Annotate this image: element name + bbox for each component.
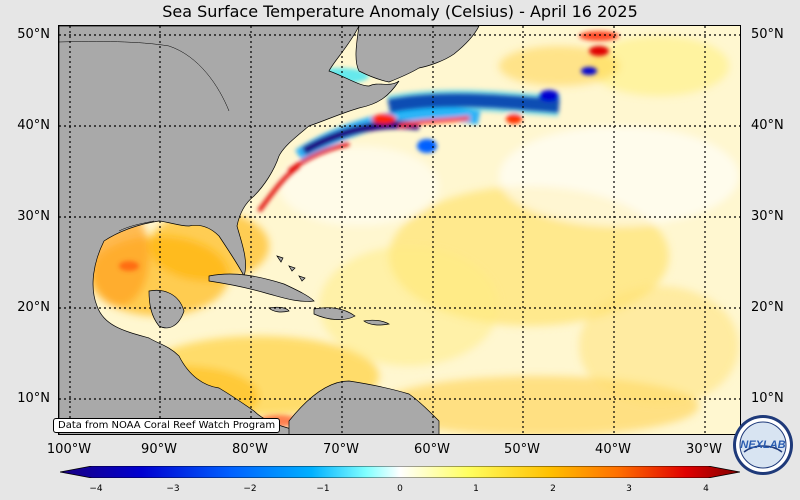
cbar-tick-3: 3 [626, 484, 632, 494]
cbar-tick-neg4: −4 [89, 484, 103, 494]
cbar-tick-neg1: −1 [316, 484, 330, 494]
lat-label-20n-left: 20°N [17, 300, 50, 315]
nexlab-logo: NEXLAB [732, 414, 794, 476]
lat-label-20n-right: 20°N [751, 300, 784, 315]
lat-label-40n-left: 40°N [17, 118, 50, 133]
coastline-lines [59, 41, 230, 232]
land-masses [59, 26, 480, 434]
cbar-tick-neg2: −2 [243, 484, 257, 494]
lat-label-40n-right: 40°N [751, 118, 784, 133]
cbar-tick-neg3: −3 [166, 484, 180, 494]
bahamas-land [276, 255, 306, 282]
puerto-rico-land [363, 319, 390, 326]
yucatan-land [148, 289, 185, 329]
cbar-tick-2: 2 [550, 484, 556, 494]
lon-label-40w: 40°W [595, 442, 631, 457]
cbar-tick-4: 4 [703, 484, 709, 494]
north-america-land [59, 26, 400, 434]
lon-label-50w: 50°W [504, 442, 540, 457]
lon-label-90w: 90°W [141, 442, 177, 457]
nexlab-logo-icon: NEXLAB [733, 415, 793, 475]
graticule [59, 26, 740, 434]
lon-label-30w: 30°W [686, 442, 722, 457]
data-credit: Data from NOAA Coral Reef Watch Program [53, 418, 281, 433]
lon-label-80w: 80°W [232, 442, 268, 457]
lat-label-50n-right: 50°N [751, 27, 784, 42]
map-canvas [59, 26, 740, 434]
map-title: Sea Surface Temperature Anomaly (Celsius… [162, 2, 638, 21]
cuba-land [208, 273, 315, 302]
colorbar-gradient [59, 465, 741, 479]
cbar-tick-1: 1 [473, 484, 479, 494]
hispaniola-land [313, 307, 356, 320]
lat-label-10n-left: 10°N [17, 391, 50, 406]
lon-label-100w: 100°W [46, 442, 92, 457]
sst-anomaly-map [58, 25, 741, 435]
colorbar [59, 463, 741, 479]
lon-label-60w: 60°W [414, 442, 450, 457]
south-america-land [288, 380, 440, 434]
cbar-tick-0: 0 [397, 484, 403, 494]
lat-label-30n-right: 30°N [751, 209, 784, 224]
logo-text: NEXLAB [740, 439, 785, 451]
lat-label-50n-left: 50°N [17, 27, 50, 42]
lat-label-30n-left: 30°N [17, 209, 50, 224]
nova-scotia-land [355, 26, 480, 83]
lat-label-10n-right: 10°N [751, 391, 784, 406]
lon-label-70w: 70°W [323, 442, 359, 457]
